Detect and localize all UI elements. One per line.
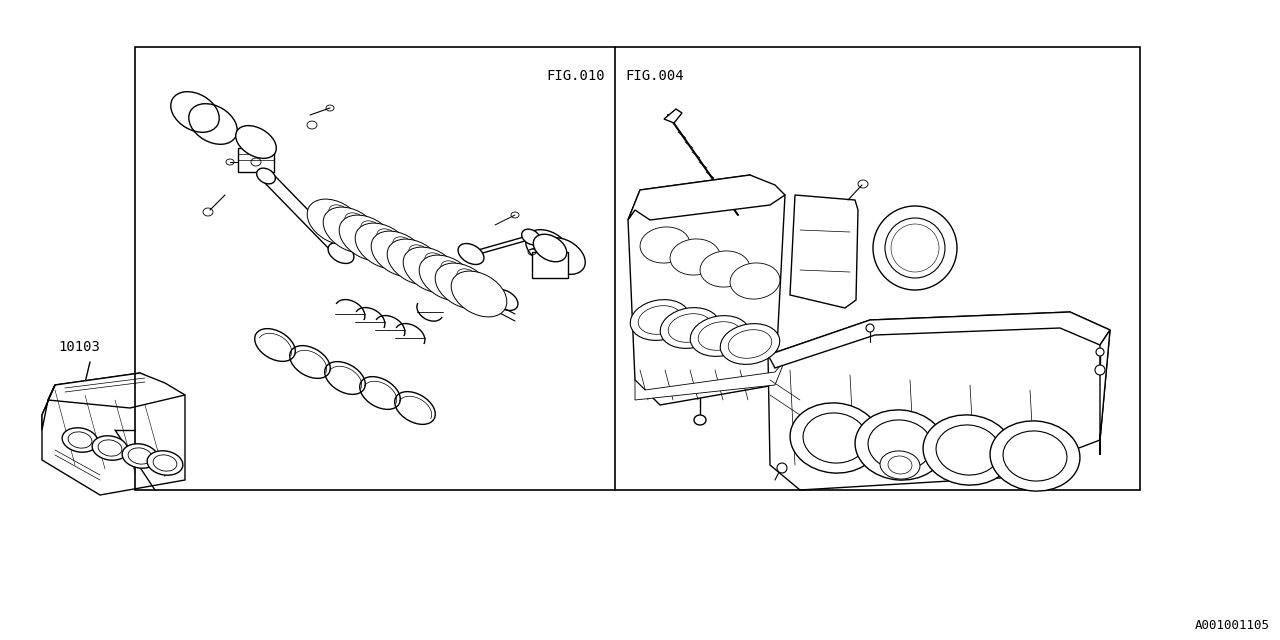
Polygon shape: [635, 360, 785, 400]
Ellipse shape: [435, 263, 490, 309]
Ellipse shape: [68, 432, 92, 448]
Ellipse shape: [721, 324, 780, 364]
Ellipse shape: [408, 245, 431, 263]
Ellipse shape: [361, 221, 383, 239]
Polygon shape: [790, 195, 858, 308]
Ellipse shape: [393, 237, 415, 255]
Ellipse shape: [339, 215, 394, 261]
Ellipse shape: [989, 421, 1080, 491]
Ellipse shape: [92, 436, 128, 460]
Ellipse shape: [419, 255, 475, 301]
Ellipse shape: [660, 308, 719, 348]
Ellipse shape: [630, 300, 690, 340]
Text: FIG.010: FIG.010: [547, 69, 605, 83]
Ellipse shape: [257, 168, 275, 184]
Ellipse shape: [1094, 365, 1105, 375]
Bar: [134, 47, 1140, 490]
Ellipse shape: [387, 239, 443, 285]
Ellipse shape: [790, 403, 879, 473]
Ellipse shape: [540, 237, 585, 275]
Polygon shape: [768, 312, 1110, 490]
Ellipse shape: [668, 314, 712, 342]
Polygon shape: [260, 174, 348, 255]
Text: 10103: 10103: [58, 340, 100, 354]
Ellipse shape: [403, 247, 458, 293]
Ellipse shape: [307, 199, 362, 245]
Polygon shape: [49, 373, 186, 408]
Ellipse shape: [526, 230, 571, 266]
Polygon shape: [238, 148, 274, 172]
Ellipse shape: [881, 451, 920, 479]
Ellipse shape: [690, 316, 750, 356]
Ellipse shape: [936, 425, 1000, 475]
Ellipse shape: [1096, 348, 1103, 356]
Ellipse shape: [728, 330, 772, 358]
Ellipse shape: [730, 263, 780, 299]
Ellipse shape: [873, 206, 957, 290]
Polygon shape: [465, 233, 538, 258]
Ellipse shape: [700, 251, 750, 287]
Ellipse shape: [522, 229, 540, 245]
Ellipse shape: [458, 244, 484, 264]
Ellipse shape: [777, 463, 787, 473]
Ellipse shape: [639, 306, 682, 334]
Ellipse shape: [891, 224, 940, 272]
Ellipse shape: [154, 455, 177, 471]
Ellipse shape: [694, 415, 707, 425]
Ellipse shape: [355, 223, 411, 269]
Ellipse shape: [323, 207, 379, 253]
Ellipse shape: [425, 253, 447, 271]
Polygon shape: [664, 109, 682, 123]
Ellipse shape: [122, 444, 157, 468]
Ellipse shape: [534, 234, 567, 262]
Ellipse shape: [923, 415, 1012, 485]
Polygon shape: [42, 385, 55, 430]
Ellipse shape: [803, 413, 867, 463]
Ellipse shape: [99, 440, 122, 456]
Text: A001001105: A001001105: [1196, 619, 1270, 632]
Ellipse shape: [669, 239, 719, 275]
Ellipse shape: [884, 218, 945, 278]
Ellipse shape: [451, 271, 507, 317]
Polygon shape: [628, 175, 785, 405]
Ellipse shape: [457, 269, 479, 287]
Ellipse shape: [328, 243, 355, 264]
Ellipse shape: [855, 410, 945, 480]
Ellipse shape: [376, 229, 399, 247]
Ellipse shape: [888, 456, 911, 474]
Ellipse shape: [1004, 431, 1068, 481]
Ellipse shape: [371, 231, 426, 277]
Polygon shape: [42, 373, 186, 495]
Ellipse shape: [867, 324, 874, 332]
Polygon shape: [532, 252, 568, 278]
Polygon shape: [628, 175, 785, 220]
Ellipse shape: [868, 420, 932, 470]
Ellipse shape: [344, 213, 367, 231]
Ellipse shape: [147, 451, 183, 476]
Ellipse shape: [640, 227, 690, 263]
Ellipse shape: [128, 448, 152, 464]
Polygon shape: [768, 312, 1110, 368]
Ellipse shape: [63, 428, 97, 452]
Text: FIG.004: FIG.004: [625, 69, 684, 83]
Ellipse shape: [236, 125, 276, 158]
Ellipse shape: [698, 322, 742, 350]
Ellipse shape: [440, 261, 463, 279]
Polygon shape: [1100, 330, 1110, 455]
Ellipse shape: [329, 205, 351, 223]
